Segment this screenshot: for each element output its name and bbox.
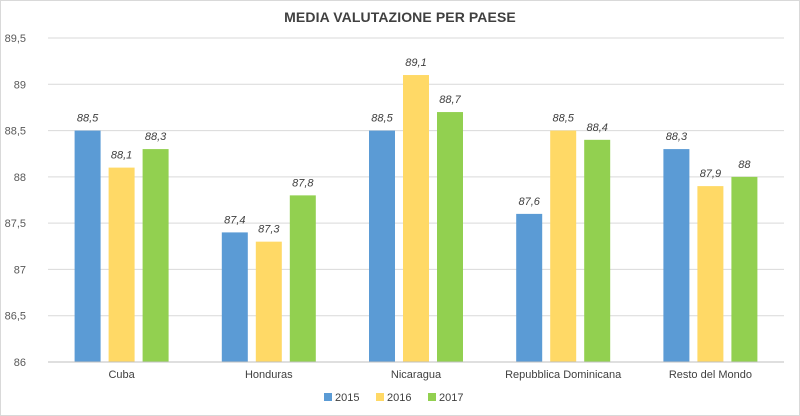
legend-swatch-2017 (428, 393, 436, 401)
category-label: Cuba (108, 369, 135, 381)
y-tick-label: 89,5 (5, 33, 26, 45)
bar-2017-nicaragua (437, 112, 463, 362)
data-label: 87,9 (700, 168, 721, 180)
chart-title: MEDIA VALUTAZIONE PER PAESE (284, 9, 516, 25)
bar-2017-honduras (289, 195, 316, 362)
bar-2015-cuba (74, 130, 101, 362)
bar-2016-nicaragua (403, 75, 429, 363)
bar-2016-cuba (108, 167, 135, 362)
data-label: 88,5 (371, 113, 393, 125)
legend-swatch-2016 (376, 393, 384, 401)
legend-label-2015: 2015 (335, 392, 359, 404)
data-label: 88,4 (586, 122, 607, 134)
y-tick-label: 87,5 (5, 218, 26, 230)
data-label: 88,7 (439, 94, 461, 106)
legend-label-2017: 2017 (439, 392, 463, 404)
category-label: Nicaragua (391, 369, 442, 381)
bar-2016-resto-del-mondo (697, 186, 724, 362)
category-label: Repubblica Dominicana (505, 369, 622, 381)
data-label: 89,1 (405, 57, 426, 69)
data-label: 88,1 (111, 150, 132, 162)
data-label: 88,3 (145, 131, 167, 143)
data-label: 87,3 (258, 224, 280, 236)
y-tick-label: 88 (14, 172, 26, 184)
data-label: 87,6 (518, 196, 540, 208)
category-label: Honduras (245, 369, 293, 381)
legend-label-2016: 2016 (387, 392, 411, 404)
y-tick-label: 88,5 (5, 126, 26, 138)
bar-2017-resto-del-mondo (731, 176, 758, 362)
data-label: 87,8 (292, 177, 314, 189)
bar-2016-repubblica-dominicana (550, 130, 577, 362)
bar-2015-honduras (221, 232, 248, 362)
bar-2016-honduras (255, 241, 282, 362)
data-label: 88 (738, 159, 751, 171)
category-label: Resto del Mondo (669, 369, 752, 381)
y-tick-label: 86,5 (5, 311, 26, 323)
bar-2017-cuba (142, 149, 169, 362)
bar-2015-repubblica-dominicana (516, 213, 543, 362)
bar-2015-nicaragua (369, 130, 395, 362)
bar-2015-resto-del-mondo (663, 149, 690, 362)
y-tick-label: 89 (14, 79, 26, 91)
y-tick-label: 86 (14, 357, 26, 369)
data-label: 87,4 (224, 214, 245, 226)
data-label: 88,3 (666, 131, 688, 143)
bar-2017-repubblica-dominicana (584, 139, 611, 362)
data-label: 88,5 (77, 113, 99, 125)
legend: 2015 2016 2017 (324, 392, 463, 404)
data-label: 88,5 (552, 113, 574, 125)
y-tick-label: 87 (14, 264, 26, 276)
legend-swatch-2015 (324, 393, 332, 401)
